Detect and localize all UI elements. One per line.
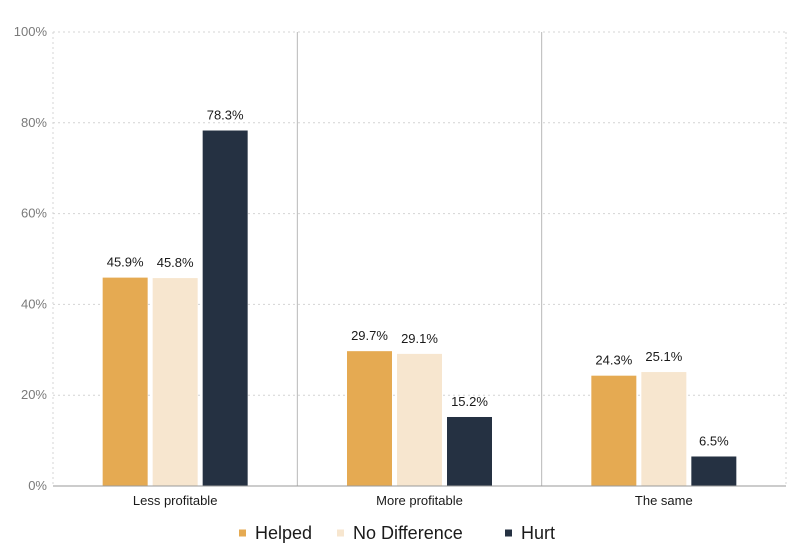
y-tick-label: 0% bbox=[28, 478, 47, 493]
y-axis: 0% 20% 40% 60% 80% 100% bbox=[14, 24, 48, 493]
legend-label: No Difference bbox=[353, 523, 463, 543]
data-label: 6.5% bbox=[699, 433, 729, 448]
y-tick-label: 100% bbox=[14, 24, 48, 39]
legend-label: Hurt bbox=[521, 523, 555, 543]
legend-swatch bbox=[505, 529, 512, 537]
bar bbox=[202, 130, 248, 486]
legend-label: Helped bbox=[255, 523, 312, 543]
data-label: 45.9% bbox=[107, 255, 144, 270]
data-label: 45.8% bbox=[157, 255, 194, 270]
category-separators bbox=[296, 32, 543, 486]
y-tick-label: 40% bbox=[21, 296, 47, 311]
data-label: 24.3% bbox=[595, 353, 632, 368]
x-tick-label: Less profitable bbox=[133, 493, 218, 508]
legend-swatch bbox=[337, 529, 344, 537]
bars bbox=[102, 130, 737, 486]
data-labels: 45.9% 45.8% 78.3% 29.7% 29.1% 15.2% 24.3% 25.1%… bbox=[107, 108, 729, 449]
y-tick-label: 60% bbox=[21, 206, 47, 221]
x-tick-label: The same bbox=[635, 493, 693, 508]
x-axis: Less profitable More profitable The same bbox=[53, 485, 786, 508]
bar bbox=[691, 456, 737, 486]
data-label: 15.2% bbox=[451, 394, 488, 409]
bar bbox=[447, 416, 492, 486]
bar bbox=[102, 277, 148, 486]
data-label: 29.7% bbox=[351, 328, 388, 343]
legend-swatch bbox=[239, 529, 246, 537]
bar bbox=[591, 375, 637, 486]
bar bbox=[347, 351, 392, 486]
bar bbox=[397, 353, 442, 486]
data-label: 29.1% bbox=[401, 331, 438, 346]
bar bbox=[641, 372, 687, 486]
data-label: 78.3% bbox=[207, 108, 244, 123]
y-tick-label: 20% bbox=[21, 387, 47, 402]
bar bbox=[152, 278, 198, 486]
legend: Helped No Difference Hurt bbox=[239, 523, 555, 543]
y-tick-label: 80% bbox=[21, 115, 47, 130]
data-label: 25.1% bbox=[645, 349, 682, 364]
x-tick-label: More profitable bbox=[376, 493, 463, 508]
